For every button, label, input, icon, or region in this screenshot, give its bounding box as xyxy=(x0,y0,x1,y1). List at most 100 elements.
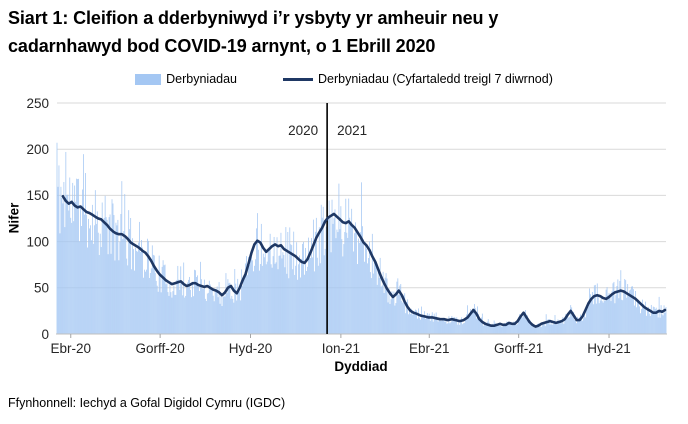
bar xyxy=(625,280,627,334)
bar xyxy=(248,256,249,334)
bar xyxy=(560,320,562,334)
bar xyxy=(548,319,550,334)
bar xyxy=(603,300,605,334)
bar xyxy=(297,279,299,334)
bar xyxy=(427,314,429,334)
bar xyxy=(171,297,173,334)
bar xyxy=(341,239,343,334)
bar xyxy=(303,241,304,334)
bar xyxy=(644,306,645,334)
bar xyxy=(644,301,646,334)
bar xyxy=(510,321,512,334)
bar xyxy=(621,299,623,334)
bar xyxy=(77,179,79,334)
bar xyxy=(540,326,542,334)
bar xyxy=(105,217,107,334)
bar xyxy=(287,232,289,334)
bar xyxy=(613,281,615,334)
bar xyxy=(124,194,126,334)
bar xyxy=(502,324,504,334)
bar xyxy=(442,318,444,334)
bar xyxy=(487,319,489,334)
bar xyxy=(221,306,223,334)
bar xyxy=(158,255,160,334)
bar xyxy=(651,311,653,334)
bar xyxy=(515,323,517,334)
bar xyxy=(386,278,388,334)
bar xyxy=(517,324,519,334)
bar xyxy=(448,316,450,334)
bar xyxy=(646,309,648,334)
bar xyxy=(530,320,531,334)
bar xyxy=(293,231,295,334)
bar xyxy=(170,292,172,334)
bar xyxy=(182,295,184,334)
bar xyxy=(500,325,502,334)
bar xyxy=(456,317,458,334)
bar xyxy=(632,286,633,334)
bar xyxy=(186,288,188,334)
bar xyxy=(204,298,206,334)
bar xyxy=(562,317,564,334)
bar xyxy=(410,313,411,334)
bar xyxy=(653,307,655,334)
x-tick-label: Hyd-21 xyxy=(587,341,631,356)
bar xyxy=(531,324,532,334)
bar xyxy=(612,283,614,334)
bar xyxy=(314,231,316,334)
bar xyxy=(591,291,593,334)
bar xyxy=(254,265,255,334)
bar xyxy=(100,247,102,334)
bar xyxy=(253,271,254,334)
bar xyxy=(338,183,340,334)
bar xyxy=(571,307,573,334)
bar xyxy=(294,274,296,334)
bar xyxy=(357,264,358,334)
legend-item-bars: Derbyniadau xyxy=(135,72,237,86)
bar xyxy=(522,317,523,334)
bar xyxy=(576,323,577,334)
bar xyxy=(415,309,416,334)
bar xyxy=(183,262,185,334)
bar xyxy=(598,303,600,334)
bar xyxy=(177,265,179,334)
bar xyxy=(229,282,231,334)
x-tick-label: Hyd-20 xyxy=(229,341,273,356)
bar xyxy=(480,317,482,334)
bar xyxy=(151,245,153,334)
bar xyxy=(566,318,568,334)
bar xyxy=(638,299,639,334)
bar xyxy=(276,237,278,334)
bar xyxy=(575,319,577,334)
bar xyxy=(58,165,60,334)
bar xyxy=(573,311,575,334)
bar xyxy=(340,206,342,334)
x-tick-label: Ebr-20 xyxy=(50,341,91,356)
bar xyxy=(451,315,453,334)
bar xyxy=(623,292,625,334)
bar xyxy=(71,222,73,334)
bar xyxy=(492,325,494,334)
bar xyxy=(351,208,353,334)
bar xyxy=(627,284,629,334)
bar xyxy=(150,268,152,334)
bar xyxy=(325,226,327,334)
bar xyxy=(207,292,209,334)
bar xyxy=(520,316,522,334)
bar xyxy=(179,289,181,334)
bar xyxy=(332,223,334,334)
bar xyxy=(660,305,662,334)
bar xyxy=(211,287,213,334)
bar xyxy=(401,301,403,334)
x-tick-label: Ion-21 xyxy=(322,341,360,356)
bar xyxy=(257,213,258,334)
bar xyxy=(533,325,534,334)
bar xyxy=(309,257,310,334)
bar xyxy=(443,317,445,334)
bar xyxy=(384,277,386,334)
bar xyxy=(80,206,81,334)
bar xyxy=(146,269,147,334)
bar xyxy=(549,324,551,334)
bar xyxy=(217,297,219,334)
bar xyxy=(465,319,466,334)
